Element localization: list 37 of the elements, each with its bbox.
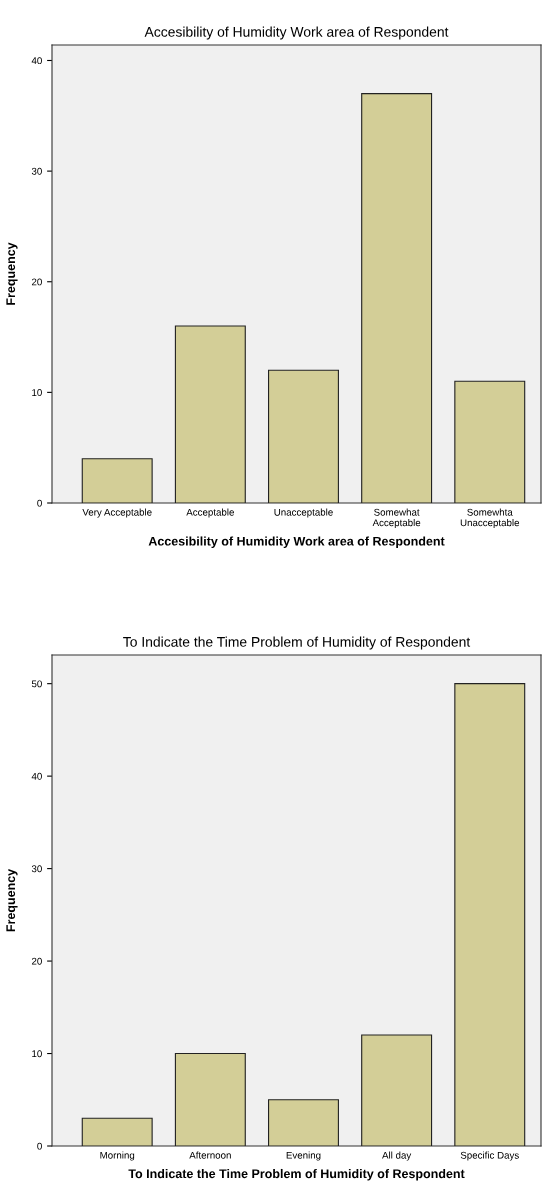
x-tick-label: Acceptable	[186, 508, 234, 518]
x-tick-label: Very Acceptable	[82, 508, 152, 518]
x-tick-label: Morning	[100, 1151, 135, 1161]
y-tick-label: 30	[31, 167, 42, 175]
y-tick-label: 30	[31, 865, 42, 873]
bar	[174, 1052, 246, 1146]
x-tick-label: All day	[382, 1151, 412, 1161]
y-tick-label: 0	[37, 1142, 42, 1150]
bar	[81, 458, 153, 503]
x-tick-label: Somewhat Acceptable	[372, 508, 421, 529]
bar	[361, 1034, 433, 1146]
x-axis-title: Accesibility of Humidity Work area of Respondent	[148, 536, 445, 549]
bar	[361, 93, 433, 503]
x-tick-label: Evening	[286, 1151, 321, 1161]
chart-title: To Indicate the Time Problem of Humidity of Respondent	[123, 636, 471, 650]
y-tick-label: 40	[31, 772, 42, 780]
y-tick-label: 10	[32, 389, 42, 396]
bar	[174, 325, 246, 503]
y-tick-label: 0	[37, 499, 42, 507]
x-tick-label: Specific Days	[460, 1151, 519, 1161]
x-tick-label: Unacceptable	[274, 508, 333, 518]
y-tick-label: 10	[32, 1050, 42, 1058]
x-tick-label: Afternoon	[189, 1151, 231, 1159]
x-axis-title: To Indicate the Time Problem of Humidity of Respondent	[128, 1168, 465, 1181]
y-axis-title: Frequency	[6, 242, 18, 305]
bar	[454, 380, 526, 503]
y-tick-label: 20	[31, 278, 42, 286]
bar	[81, 1117, 153, 1146]
y-axis-title: Frequency	[6, 868, 18, 932]
y-tick-label: 50	[31, 680, 42, 688]
y-tick-label: 20	[31, 957, 42, 965]
y-tick-label: 40	[31, 57, 42, 65]
chart-title: Accesibility of Humidity Work area of Respondent	[144, 26, 449, 40]
bar	[454, 683, 526, 1146]
bar	[268, 1099, 339, 1146]
bar	[268, 369, 339, 503]
x-tick-label: Somewhta Unacceptable	[460, 508, 520, 529]
